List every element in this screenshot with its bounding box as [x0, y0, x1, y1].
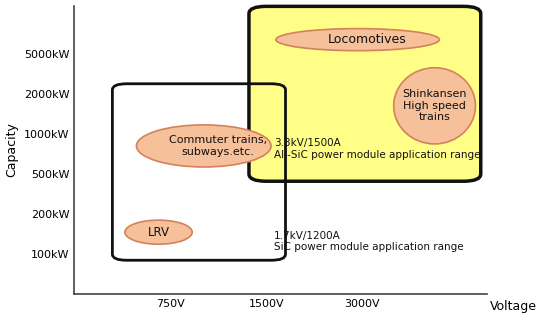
- Ellipse shape: [393, 68, 475, 144]
- Text: Shinkansen
High speed
trains: Shinkansen High speed trains: [402, 89, 467, 122]
- Text: Voltage: Voltage: [489, 301, 537, 313]
- Text: LRV: LRV: [147, 226, 170, 239]
- Text: Locomotives: Locomotives: [328, 33, 406, 46]
- Ellipse shape: [137, 125, 271, 167]
- Text: 3.3kV/1500A
All-SiC power module application range: 3.3kV/1500A All-SiC power module applica…: [274, 138, 480, 160]
- Y-axis label: Capacity: Capacity: [5, 122, 18, 177]
- Ellipse shape: [125, 220, 192, 244]
- Text: 1.7kV/1200A
SiC power module application range: 1.7kV/1200A SiC power module application…: [274, 231, 463, 252]
- FancyBboxPatch shape: [249, 6, 481, 181]
- Text: Commuter trains,
subways.etc.: Commuter trains, subways.etc.: [169, 135, 267, 157]
- Ellipse shape: [276, 29, 440, 51]
